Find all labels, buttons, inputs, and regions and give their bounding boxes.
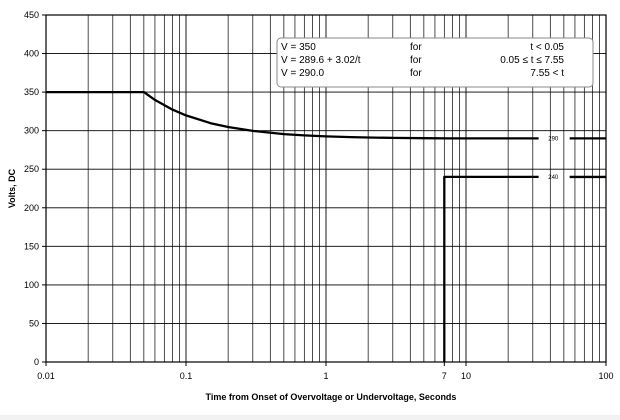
series-line-2 — [443, 175, 539, 362]
equation-text: V = 290.0 — [281, 68, 325, 79]
y-tick-label: 350 — [24, 87, 39, 97]
x-tick-label: 1 — [323, 371, 328, 381]
equation-text: V = 289.6 + 3.02/t — [281, 55, 361, 66]
equation-condition-text: 0.05 ≤ t ≤ 7.55 — [500, 55, 564, 66]
y-tick-label: 400 — [24, 49, 39, 59]
y-tick-label: 450 — [24, 10, 39, 20]
x-axis-label: Time from Onset of Overvoltage or Underv… — [206, 392, 457, 402]
y-tick-label: 250 — [24, 164, 39, 174]
x-tick-label: 0.1 — [180, 371, 193, 381]
x-tick-label: 7 — [442, 371, 447, 381]
y-tick-label: 100 — [24, 280, 39, 290]
y-axis-label: Volts, DC — [7, 168, 17, 208]
y-tick-label: 50 — [29, 318, 39, 328]
equation-box-frame — [276, 37, 594, 88]
x-tick-label: 0.01 — [37, 371, 55, 381]
equation-for-text: for — [410, 55, 422, 66]
y-tick-label: 300 — [24, 126, 39, 136]
y-tick-label: 150 — [24, 241, 39, 251]
series-layer: 290 240 — [46, 90, 606, 362]
axes: 0 50 100 150 200 250 300 350 400 450 0.01 0.1 1 7 10 10… — [7, 10, 614, 402]
series-value-label: 240 — [548, 175, 559, 181]
equation-for-text: for — [410, 68, 422, 79]
equation-box: V = 350 for t < 0.05 V = 289.6 + 3.02/t for 0… — [276, 37, 594, 88]
series-value-label: 290 — [548, 136, 559, 142]
equation-condition-text: t < 0.05 — [530, 42, 564, 53]
equation-for-text: for — [410, 42, 422, 53]
series-line-1 — [46, 90, 539, 140]
equation-text: V = 350 — [281, 42, 316, 53]
x-tick-label: 100 — [598, 371, 613, 381]
y-tick-label: 0 — [34, 357, 39, 367]
equation-condition-text: 7.55 < t — [530, 68, 564, 79]
y-tick-label: 200 — [24, 203, 39, 213]
x-tick-label: 10 — [461, 371, 471, 381]
